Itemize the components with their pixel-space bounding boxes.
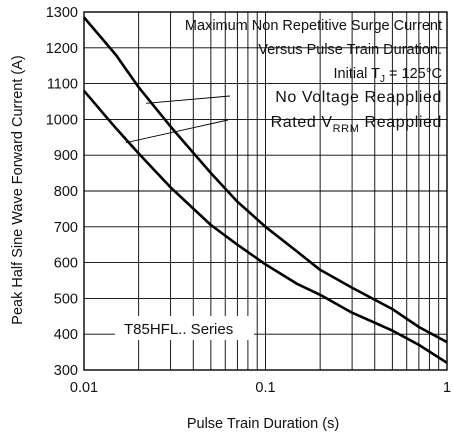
annotation-title-line1: Maximum Non Repetitive Surge Current xyxy=(185,18,442,34)
series-line xyxy=(83,89,448,364)
plot-frame xyxy=(83,11,448,371)
vrrm-rest: Reapplied xyxy=(360,114,443,131)
tj-main: Initial T xyxy=(334,66,381,82)
x-tick-label: 0.01 xyxy=(70,380,98,396)
annotation-pointers xyxy=(125,95,231,144)
label-no-voltage: No Voltage Reapplied xyxy=(275,89,442,106)
annotation-junction-temp: Initial TJ = 125°C xyxy=(334,66,442,85)
y-tick-label: 700 xyxy=(54,220,78,236)
pointer-no-voltage xyxy=(146,95,231,104)
series-label: T85HFL.. Series xyxy=(124,321,233,338)
y-tick-label: 1300 xyxy=(46,5,78,21)
y-tick-label: 800 xyxy=(54,184,78,200)
vrrm-main: Rated V xyxy=(271,114,333,131)
y-tick-label: 600 xyxy=(54,256,78,272)
series-label-box xyxy=(115,316,254,340)
tj-rest: = 125°C xyxy=(385,66,442,82)
label-rated-vrrm: Rated VRRM Reapplied xyxy=(271,114,442,135)
y-tick-label: 500 xyxy=(54,291,78,307)
y-tick-label: 400 xyxy=(54,327,78,343)
y-tick-label: 1200 xyxy=(46,41,78,57)
series-line xyxy=(83,16,448,344)
x-tick-label: 1 xyxy=(443,380,451,396)
y-axis-label: Peak Half Sine Wave Forward Current (A) xyxy=(10,55,26,324)
x-axis-label: Pulse Train Duration (s) xyxy=(187,416,339,432)
curves xyxy=(83,16,448,364)
annotation-title-line2: Versus Pulse Train Duration. xyxy=(258,42,442,58)
tj-sub: J xyxy=(380,74,385,85)
y-tick-label: 900 xyxy=(54,148,78,164)
x-tick-label: 0.1 xyxy=(255,380,275,396)
y-tick-label: 300 xyxy=(54,363,78,379)
y-tick-labels: 1300 1200 1100 1000 900 800 700 600 500 400 300 xyxy=(46,5,78,379)
y-tick-label: 1100 xyxy=(47,77,78,93)
pointer-rated-vrrm xyxy=(125,119,229,144)
vrrm-sub: RRM xyxy=(333,123,360,135)
x-tick-labels: 0.01 0.1 1 xyxy=(70,380,451,396)
y-tick-label: 1000 xyxy=(46,112,78,128)
